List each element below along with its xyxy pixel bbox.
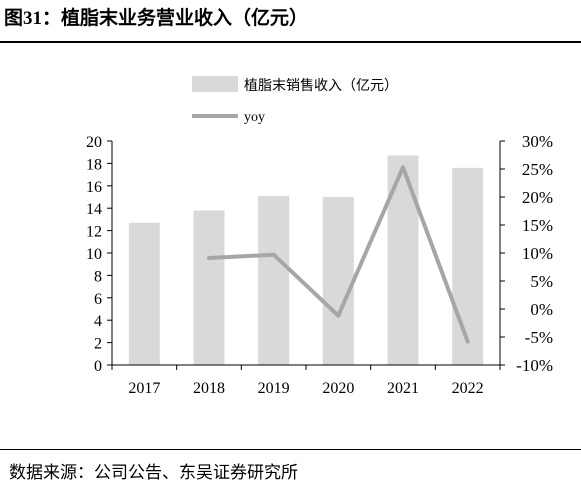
left-tick-label: 4 (94, 313, 102, 330)
left-tick-label: 2 (94, 336, 102, 353)
left-tick-label: 16 (86, 179, 102, 196)
right-tick-label: -10% (516, 356, 553, 375)
left-tick-label: 8 (94, 268, 102, 285)
legend-bar-swatch (192, 76, 238, 92)
figure-title: 图31：植脂末业务营业收入（亿元） (4, 3, 308, 30)
left-tick-label: 0 (94, 358, 102, 375)
bar-2022 (452, 167, 484, 365)
source-note: 数据来源：公司公告、东吴证券研究所 (9, 463, 298, 483)
bars-group (128, 155, 484, 365)
left-tick-label: 18 (86, 156, 102, 173)
left-tick-label: 14 (86, 201, 102, 218)
bar-2017 (128, 222, 160, 365)
yoy-line-group (207, 165, 470, 344)
legend-bar-label: 植脂末销售收入（亿元） (244, 78, 398, 94)
left-tick-label: 10 (86, 246, 102, 263)
right-tick-label: 0% (530, 300, 553, 319)
x-tick-label-2022: 2022 (452, 380, 484, 397)
right-tick-label: 5% (530, 272, 553, 291)
right-tick-label: 10% (522, 244, 553, 263)
axes-group: 0 2 4 6 8 10 12 14 16 18 20 -10% -5% 0% 5% 10% 15% 20% 25%… (86, 132, 553, 397)
top-rule (0, 41, 581, 43)
left-tick-label: 12 (86, 224, 102, 241)
x-tick-label-2020: 2020 (322, 380, 354, 397)
legend-line-label: yoy (244, 110, 265, 125)
bar-2020 (322, 197, 354, 365)
bottom-rule (0, 449, 581, 450)
legend: 植脂末销售收入（亿元） yoy (192, 76, 398, 125)
right-tick-label: 15% (522, 216, 553, 235)
figure-title-text: 植脂末业务营业收入（亿元） (61, 7, 309, 29)
figure-label: 图31： (4, 8, 62, 29)
left-tick-label: 20 (86, 134, 102, 151)
bar-2019 (258, 195, 290, 365)
x-tick-label-2017: 2017 (128, 380, 160, 397)
x-tick-label-2018: 2018 (193, 380, 225, 397)
x-tick-label-2019: 2019 (258, 380, 290, 397)
right-tick-label: 20% (522, 188, 553, 207)
bar-2021 (387, 155, 419, 365)
right-tick-label: 25% (522, 160, 553, 179)
x-tick-label-2021: 2021 (387, 380, 419, 397)
right-tick-label: 30% (522, 132, 553, 151)
bar-2018 (193, 210, 225, 365)
yoy-line (207, 165, 470, 344)
left-tick-label: 6 (94, 291, 102, 308)
right-tick-label: -5% (525, 328, 553, 347)
